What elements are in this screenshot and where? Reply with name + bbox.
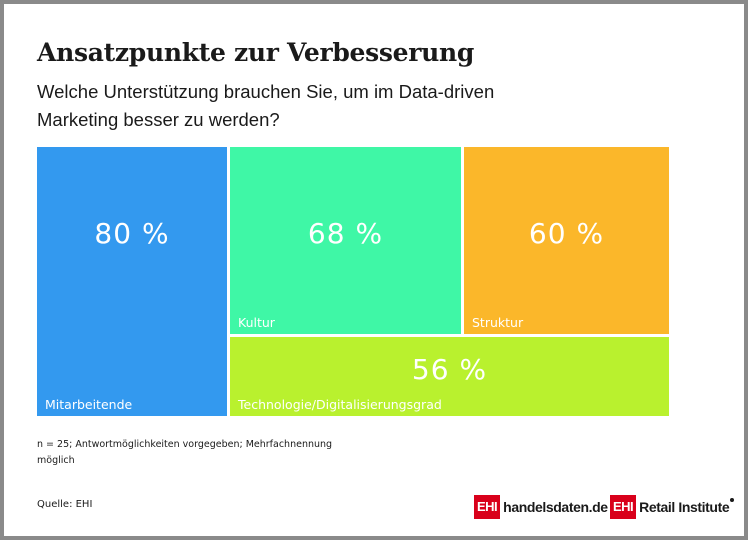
retail-institute-logo-text: Retail Institute [639, 499, 730, 515]
source-label: Quelle: EHI [37, 499, 93, 510]
treemap: 80 % Mitarbeitende 68 % Kultur 60 % Struktur 5… [4, 4, 748, 544]
tile-category-label: Technologie/Digitalisierungsgrad [238, 397, 442, 412]
tile-technologie: 56 % Technologie/Digitalisierungsgrad [230, 337, 669, 416]
sample-note: n = 25; Antwortmöglichkeiten vorgegeben;… [37, 439, 333, 466]
chart-subtitle: Welche Unterstützung brauchen Sie, um im… [37, 81, 495, 130]
ehi-logo-box: EHI [610, 495, 637, 519]
handelsdaten-logo-text: handelsdaten.de [503, 499, 608, 515]
tile-value-label: 68 % [307, 217, 384, 250]
tile-value-label: 56 % [411, 353, 488, 386]
tile-kultur: 68 % Kultur [230, 147, 461, 334]
ehi-retail-institute-logo: EHI Retail Institute [610, 493, 735, 521]
handelsdaten-logo: EHI handelsdaten.de [474, 493, 608, 521]
tile-category-label: Struktur [472, 315, 524, 330]
ehi-logo-box: EHI [474, 495, 501, 519]
tile-struktur: 60 % Struktur [464, 147, 669, 334]
chart-title: Ansatzpunkte zur Verbesserung [37, 38, 475, 67]
logo-dot-icon [730, 498, 735, 502]
tile-value-label: 60 % [528, 217, 605, 250]
tile-mitarbeitende: 80 % Mitarbeitende [37, 147, 227, 416]
tile-category-label: Kultur [238, 315, 275, 330]
tile-category-label: Mitarbeitende [45, 397, 133, 412]
tile-value-label: 80 % [94, 217, 170, 250]
